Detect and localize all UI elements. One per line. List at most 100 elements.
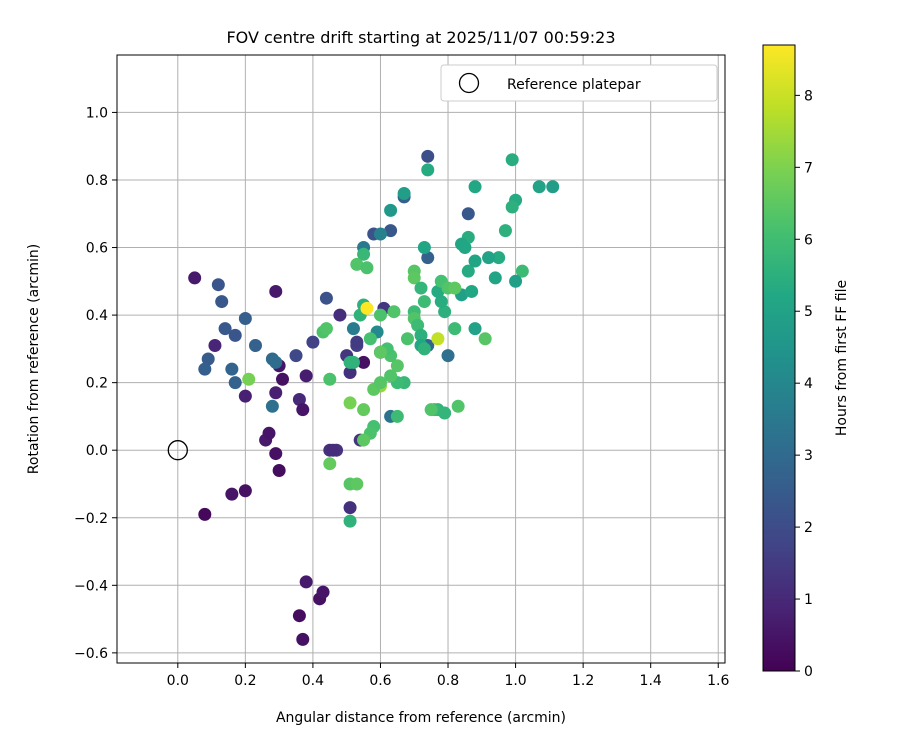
data-point: [262, 426, 276, 440]
data-point: [431, 332, 445, 346]
data-point: [248, 338, 262, 352]
data-point: [350, 257, 364, 271]
data-point: [505, 153, 519, 167]
data-point: [546, 180, 560, 194]
data-point: [323, 372, 337, 386]
data-point: [468, 254, 482, 268]
data-point: [343, 501, 357, 515]
legend: Reference platepar: [440, 64, 718, 102]
data-point: [238, 311, 252, 325]
data-point: [316, 585, 330, 599]
data-point: [326, 443, 340, 457]
data-point: [451, 399, 465, 413]
reference-point: [167, 440, 188, 461]
data-point: [448, 281, 462, 295]
colorbar-tick-label: 2: [804, 520, 813, 536]
y-tick-label: 0.2: [86, 376, 108, 392]
data-point: [225, 362, 239, 376]
chart-title: FOV centre drift starting at 2025/11/07 …: [226, 28, 615, 47]
x-axis-label: Angular distance from reference (arcmin): [276, 710, 566, 726]
data-point: [515, 264, 529, 278]
data-point: [421, 149, 435, 163]
data-point: [238, 389, 252, 403]
data-point: [296, 403, 310, 417]
data-point: [238, 484, 252, 498]
data-point: [350, 335, 364, 349]
colorbar-tick-label: 8: [804, 88, 813, 104]
data-point: [465, 284, 479, 298]
reference-marker: [167, 440, 188, 461]
data-point: [390, 409, 404, 423]
data-point: [400, 332, 414, 346]
data-point: [292, 393, 306, 407]
data-point: [272, 463, 286, 477]
x-tick-label: 0.2: [234, 673, 256, 689]
y-tick-label: 1.0: [86, 105, 108, 121]
data-point: [373, 376, 387, 390]
data-point: [431, 284, 445, 298]
data-point: [421, 163, 435, 177]
y-axis-label: Rotation from reference (arcmin): [26, 244, 42, 474]
y-axis-ticks: −0.6 −0.4 −0.2 0.0 0.2 0.4 0.6 0.8 1.0: [74, 105, 117, 662]
data-point: [390, 359, 404, 373]
x-tick-label: 0.6: [369, 673, 391, 689]
colorbar-tick-label: 3: [804, 448, 813, 464]
data-point: [492, 251, 506, 265]
data-point: [343, 396, 357, 410]
data-point: [292, 609, 306, 623]
colorbar-label: Hours from first FF file: [834, 280, 850, 436]
data-point: [417, 241, 431, 255]
data-point: [296, 632, 310, 646]
legend-marker-icon: [458, 72, 480, 94]
x-tick-label: 1.2: [572, 673, 594, 689]
data-point: [532, 180, 546, 194]
data-point: [201, 352, 215, 366]
colorbar-ticks: 0 1 2 3 4 5 6 7 8: [795, 88, 813, 680]
data-point: [269, 355, 283, 369]
data-point: [346, 322, 360, 336]
data-point: [188, 271, 202, 285]
data-point: [478, 332, 492, 346]
colorbar: [762, 44, 796, 672]
x-axis-ticks: 0.0 0.2 0.4 0.6 0.8 1.0 1.2 1.4 1.6: [167, 663, 729, 689]
data-point: [387, 305, 401, 319]
colorbar-tick-label: 7: [804, 160, 813, 176]
data-point: [421, 251, 435, 265]
data-point: [434, 295, 448, 309]
data-point: [357, 355, 371, 369]
data-point: [360, 301, 374, 315]
data-point: [276, 372, 290, 386]
data-point: [211, 278, 225, 292]
data-point: [509, 274, 523, 288]
legend-box: [440, 64, 718, 102]
data-points: [188, 149, 560, 646]
y-tick-label: 0.0: [86, 443, 108, 459]
data-point: [498, 224, 512, 238]
data-point: [269, 386, 283, 400]
data-point: [397, 186, 411, 200]
data-point: [225, 487, 239, 501]
data-point: [458, 241, 472, 255]
data-point: [468, 180, 482, 194]
data-point: [215, 295, 229, 309]
data-point: [198, 507, 212, 521]
data-point: [411, 318, 425, 332]
x-tick-label: 0.0: [167, 673, 189, 689]
data-point: [299, 369, 313, 383]
data-point: [333, 308, 347, 322]
data-point: [289, 349, 303, 363]
data-point: [482, 251, 496, 265]
data-point: [384, 203, 398, 217]
y-tick-label: 0.8: [86, 173, 108, 189]
data-point: [414, 281, 428, 295]
data-point: [373, 308, 387, 322]
y-tick-label: −0.2: [74, 511, 108, 527]
colorbar-tick-label: 0: [804, 664, 813, 680]
data-point: [357, 403, 371, 417]
data-point: [343, 366, 357, 380]
data-point: [441, 349, 455, 363]
colorbar-tick-label: 5: [804, 304, 813, 320]
data-point: [488, 271, 502, 285]
colorbar-tick-label: 1: [804, 592, 813, 608]
